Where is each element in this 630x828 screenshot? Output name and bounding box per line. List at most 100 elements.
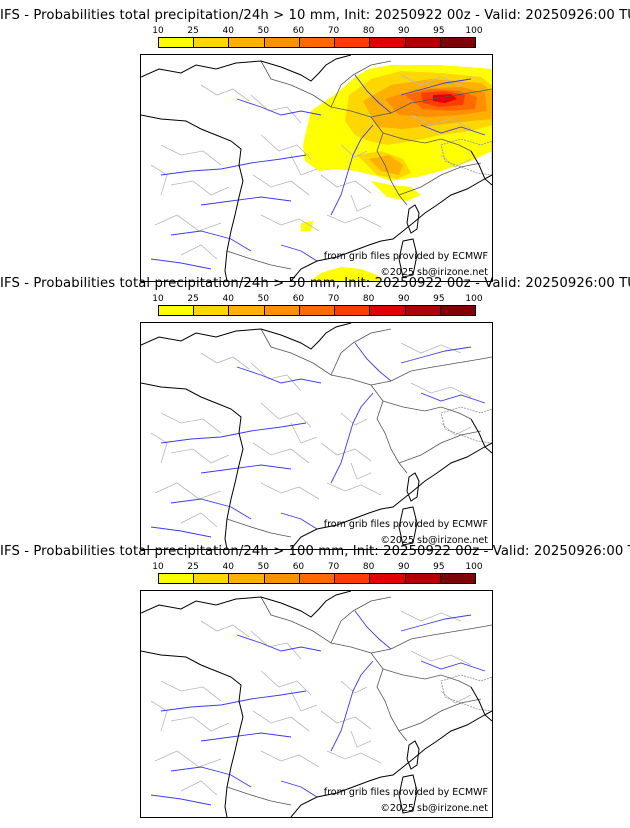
colorbar-tick-label: 100	[465, 294, 483, 304]
coastline	[290, 442, 492, 549]
colorbar-segment	[440, 574, 475, 583]
colorbar-tick-label: 95	[433, 26, 445, 36]
map-frame: from grib files provided by ECMWF ©2025 …	[140, 590, 493, 818]
colorbar-tick-label: 70	[327, 294, 340, 304]
admin-boundary	[180, 512, 218, 528]
colorbar-segment	[370, 574, 406, 583]
colorbar-tick-label: 40	[222, 26, 234, 36]
colorbar-tick-label: 25	[187, 26, 199, 36]
admin-boundary	[440, 690, 472, 704]
admin-boundary	[350, 462, 372, 480]
coastline	[470, 150, 492, 186]
colorbar-segment	[405, 574, 441, 583]
river	[354, 74, 392, 114]
colorbar-segment	[335, 38, 371, 47]
colorbar-segment	[335, 306, 371, 315]
colorbar-segment	[159, 306, 195, 315]
admin-boundary	[150, 432, 168, 464]
admin-boundary	[154, 482, 222, 500]
country-border	[370, 356, 492, 386]
colorbar-tick-label: 90	[398, 26, 410, 36]
river	[420, 392, 486, 404]
colorbar-segment	[264, 574, 300, 583]
country-border	[330, 60, 392, 108]
admin-boundary	[340, 412, 368, 426]
colorbar-tick-label: 60	[292, 294, 305, 304]
coastline	[290, 710, 492, 817]
admin-boundary	[340, 680, 368, 694]
credit-copyright: ©2025 sb@irizone.net	[380, 803, 488, 814]
river	[280, 780, 318, 798]
admin-boundary	[320, 174, 372, 194]
admin-boundary	[160, 680, 222, 702]
admin-boundary	[260, 134, 312, 160]
admin-boundary	[290, 690, 318, 712]
map-frame: from grib files provided by ECMWF ©2025 …	[140, 322, 493, 550]
river	[400, 614, 472, 632]
colorbar-tick-label: 90	[398, 562, 410, 572]
mountain-boundaries	[440, 138, 492, 176]
colorbar-tick-label: 100	[465, 562, 483, 572]
admin-boundary	[260, 750, 320, 768]
admin-boundary	[400, 610, 462, 622]
admin-boundary	[180, 780, 218, 796]
precip-probability-area	[311, 267, 381, 281]
admin-boundary	[410, 650, 472, 666]
colorbar-segment	[159, 38, 195, 47]
admin-boundary	[150, 700, 168, 732]
colorbar-tick-label: 100	[465, 26, 483, 36]
precip-probability-area	[301, 221, 313, 231]
river	[236, 98, 322, 116]
river	[170, 230, 252, 252]
island-corsica	[406, 472, 420, 502]
colorbar-tick-label: 60	[292, 26, 305, 36]
colorbar-tick-label: 25	[187, 294, 199, 304]
colorbar-tick-label: 50	[257, 26, 270, 36]
river	[236, 366, 322, 384]
colorbar-labels: 10 25 40 50 60 70 80 90 95 100	[152, 562, 482, 572]
admin-boundary	[440, 422, 472, 436]
credit-source: from grib files provided by ECMWF	[323, 251, 488, 262]
colorbar-labels: 10 25 40 50 60 70 80 90 95 100	[152, 294, 482, 304]
country-border	[382, 400, 472, 420]
river	[420, 124, 486, 136]
admin-boundary	[200, 84, 250, 102]
colorbar-tick-label: 10	[152, 26, 164, 36]
colorbar-tick-label: 10	[152, 562, 164, 572]
colorbar-segment	[159, 574, 195, 583]
map-panel-100mm: IFS - Probabilities total precipitation/…	[0, 544, 630, 818]
colorbar-labels: 10 25 40 50 60 70 80 90 95 100	[152, 26, 482, 36]
river	[150, 258, 212, 270]
admin-boundary	[260, 670, 312, 696]
panel-title: IFS - Probabilities total precipitation/…	[0, 8, 630, 23]
colorbar-segment	[405, 38, 441, 47]
admin-boundary	[160, 144, 222, 166]
admin-boundary	[290, 422, 318, 444]
colorbar-segment	[335, 574, 371, 583]
river	[354, 610, 392, 650]
admin-boundary	[290, 154, 318, 176]
colorbar-segment	[229, 38, 265, 47]
admin-boundary	[160, 412, 222, 434]
coastline	[141, 55, 352, 281]
river	[330, 660, 374, 752]
admin-boundary	[410, 114, 472, 130]
map-panel-50mm: IFS - Probabilities total precipitation/…	[0, 276, 630, 550]
river	[170, 766, 252, 788]
river	[280, 512, 318, 530]
country-border	[226, 250, 292, 270]
river	[354, 342, 392, 382]
map-canvas	[141, 323, 492, 549]
river	[420, 660, 486, 672]
country-border	[382, 132, 472, 152]
admin-boundary	[320, 442, 372, 462]
colorbar-segment	[299, 574, 336, 583]
river	[150, 794, 212, 806]
admin-boundary	[260, 482, 320, 500]
colorbar-segment	[440, 38, 475, 47]
river	[400, 346, 472, 364]
colorbar-tick-label: 70	[327, 562, 340, 572]
admin-boundary	[326, 482, 382, 496]
colorbar-segment	[405, 306, 441, 315]
map-panel-10mm: IFS - Probabilities total precipitation/…	[0, 8, 630, 282]
